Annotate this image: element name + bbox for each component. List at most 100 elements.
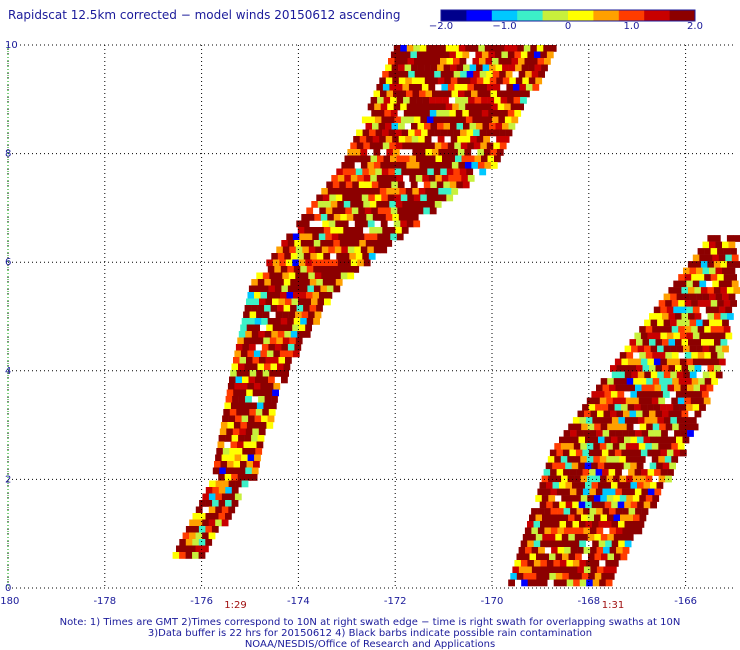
heatmap-cell — [433, 194, 441, 202]
heatmap-cell — [594, 514, 601, 522]
heatmap-cell — [596, 527, 604, 535]
heatmap-cell — [533, 540, 541, 548]
heatmap-cell — [634, 469, 642, 476]
heatmap-cell — [397, 181, 405, 189]
heatmap-cell — [223, 409, 231, 416]
heatmap-cell — [385, 77, 393, 85]
heatmap-cell — [620, 553, 628, 561]
heatmap-cell — [683, 267, 690, 275]
colorbar-segment — [568, 10, 594, 21]
heatmap-cell — [593, 456, 601, 463]
heatmap-cell — [372, 136, 380, 143]
colorbar-segment — [618, 10, 645, 21]
heatmap-cell — [456, 64, 464, 72]
heatmap-cell — [389, 142, 397, 150]
heatmap-cell — [353, 149, 361, 156]
heatmap-cell — [343, 201, 351, 208]
heatmap-cell — [399, 90, 407, 98]
heatmap-cell — [447, 142, 455, 150]
heatmap-cell — [568, 553, 576, 561]
heatmap-cell — [685, 378, 692, 385]
heatmap-cell — [373, 90, 381, 98]
heatmap-cell — [377, 110, 385, 117]
heatmap-cell — [284, 253, 292, 260]
heatmap-cell — [707, 287, 715, 294]
heatmap-cell — [342, 253, 350, 260]
heatmap-cell — [364, 155, 371, 163]
heatmap-cell — [300, 318, 307, 325]
heatmap-cell — [310, 227, 318, 234]
heatmap-cell — [493, 84, 501, 91]
heatmap-cell — [687, 384, 694, 392]
heatmap-cell — [236, 409, 244, 416]
heatmap-cell — [303, 279, 311, 286]
heatmap-cell — [319, 266, 327, 273]
heatmap-cell — [584, 410, 591, 418]
heatmap-cell — [527, 521, 534, 528]
heatmap-cell — [321, 246, 329, 254]
heatmap-cell — [434, 129, 441, 137]
heatmap-cell — [357, 155, 365, 163]
heatmap-cell — [607, 573, 615, 580]
heatmap-cell — [395, 201, 403, 208]
heatmap-cell — [572, 560, 580, 567]
heatmap-cell — [202, 519, 209, 527]
heatmap-cell — [288, 272, 296, 280]
heatmap-cell — [405, 214, 413, 221]
heatmap-cell — [438, 149, 446, 156]
heatmap-cell — [612, 397, 620, 405]
heatmap-cell — [598, 482, 605, 489]
heatmap-cell — [622, 508, 629, 515]
heatmap-cell — [688, 391, 696, 398]
heatmap-cell — [267, 266, 275, 273]
heatmap-cell — [569, 488, 577, 496]
heatmap-cell — [700, 261, 708, 268]
heatmap-cell — [406, 103, 414, 111]
heatmap-cell — [457, 77, 465, 85]
heatmap-cell — [492, 129, 500, 137]
heatmap-cell — [722, 319, 729, 327]
heatmap-cell — [231, 500, 239, 507]
heatmap-cell — [470, 136, 477, 143]
heatmap-cell — [243, 441, 251, 449]
heatmap-cell — [443, 181, 451, 189]
heatmap-cell — [620, 423, 627, 431]
heatmap-cell — [702, 241, 710, 249]
heatmap-cell — [709, 241, 716, 249]
heatmap-cell — [356, 201, 364, 208]
heatmap-cell — [670, 345, 677, 353]
heatmap-cell — [269, 337, 277, 345]
heatmap-cell — [665, 300, 672, 307]
heatmap-cell — [643, 501, 651, 509]
heatmap-cell — [295, 246, 303, 254]
heatmap-cell — [234, 383, 242, 390]
heatmap-cell — [710, 326, 718, 333]
heatmap-cell — [295, 272, 303, 280]
heatmap-cell — [416, 110, 424, 117]
heatmap-cell — [303, 305, 310, 312]
heatmap-cell — [580, 443, 588, 450]
colorbar-segment — [669, 10, 696, 21]
colorbar-tick-label: 1.0 — [623, 21, 640, 32]
heatmap-cell — [301, 311, 309, 319]
heatmap-cell — [689, 319, 697, 327]
heatmap-cell — [316, 305, 323, 312]
heatmap-cell — [390, 51, 398, 59]
heatmap-cell — [420, 194, 428, 202]
y-tick-label: 0 — [5, 583, 11, 594]
heatmap-cell — [426, 103, 433, 111]
heatmap-cell — [600, 534, 608, 541]
heatmap-cell — [546, 501, 553, 509]
heatmap-cell — [247, 292, 255, 299]
heatmap-cell — [684, 274, 692, 281]
heatmap-cell — [539, 501, 547, 509]
heatmap-cell — [517, 103, 524, 111]
heatmap-cell — [554, 443, 562, 450]
heatmap-cell — [366, 214, 374, 221]
heatmap-cell — [635, 508, 642, 515]
heatmap-cell — [262, 370, 270, 377]
heatmap-cell — [618, 540, 625, 548]
heatmap-cell — [221, 454, 229, 462]
heatmap-cell — [225, 500, 232, 507]
heatmap-cell — [546, 51, 554, 59]
